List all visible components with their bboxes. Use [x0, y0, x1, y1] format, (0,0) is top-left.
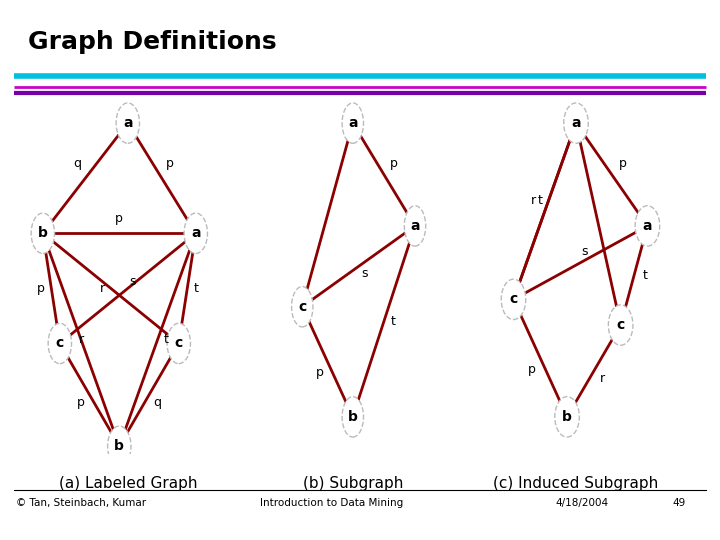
Text: p: p — [390, 157, 397, 170]
Text: q: q — [73, 157, 81, 170]
Text: c: c — [175, 336, 183, 350]
Text: c: c — [616, 318, 625, 332]
Text: s: s — [129, 274, 135, 287]
Text: Graph Definitions: Graph Definitions — [28, 30, 276, 54]
Text: a: a — [123, 116, 132, 130]
Circle shape — [405, 206, 426, 246]
Circle shape — [342, 103, 364, 143]
Text: c: c — [298, 300, 307, 314]
Text: Introduction to Data Mining: Introduction to Data Mining — [260, 498, 403, 508]
Text: q: q — [153, 396, 161, 409]
Text: r: r — [100, 282, 105, 295]
Text: a: a — [410, 219, 420, 233]
Circle shape — [184, 213, 207, 253]
Text: p: p — [528, 363, 535, 376]
Text: r: r — [78, 333, 84, 346]
Circle shape — [501, 279, 526, 320]
Text: c: c — [509, 292, 518, 306]
Circle shape — [167, 323, 191, 363]
Text: b: b — [114, 439, 125, 453]
Text: t: t — [643, 269, 647, 282]
Text: p: p — [316, 366, 324, 379]
Circle shape — [564, 103, 588, 143]
Text: p: p — [166, 157, 174, 170]
Circle shape — [116, 103, 140, 143]
Text: © Tan, Steinbach, Kumar: © Tan, Steinbach, Kumar — [16, 498, 146, 508]
Text: s: s — [361, 267, 368, 280]
Text: p: p — [115, 212, 123, 225]
Text: 49: 49 — [672, 498, 685, 508]
Circle shape — [635, 206, 660, 246]
Circle shape — [48, 323, 71, 363]
Text: a: a — [571, 116, 581, 130]
Circle shape — [555, 397, 580, 437]
Text: a: a — [348, 116, 358, 130]
Text: b: b — [348, 410, 358, 424]
Text: t: t — [391, 315, 396, 328]
Circle shape — [31, 213, 55, 253]
Text: b: b — [562, 410, 572, 424]
Circle shape — [608, 305, 633, 345]
Text: 4/18/2004: 4/18/2004 — [555, 498, 608, 508]
Text: (a) Labeled Graph: (a) Labeled Graph — [58, 476, 197, 491]
Text: p: p — [37, 282, 45, 295]
Text: a: a — [643, 219, 652, 233]
Text: p: p — [619, 157, 627, 170]
Circle shape — [107, 426, 131, 467]
Text: s: s — [582, 245, 588, 258]
Text: a: a — [191, 226, 200, 240]
Text: b: b — [38, 226, 48, 240]
Text: r: r — [531, 194, 536, 207]
Text: r: r — [600, 372, 606, 385]
Text: t: t — [163, 333, 168, 346]
Text: (c) Induced Subgraph: (c) Induced Subgraph — [493, 476, 659, 491]
Circle shape — [292, 287, 313, 327]
Text: (b) Subgraph: (b) Subgraph — [302, 476, 403, 491]
Text: p: p — [77, 396, 85, 409]
Text: t: t — [538, 194, 543, 207]
Circle shape — [342, 397, 364, 437]
Text: c: c — [55, 336, 64, 350]
Text: t: t — [194, 282, 198, 295]
